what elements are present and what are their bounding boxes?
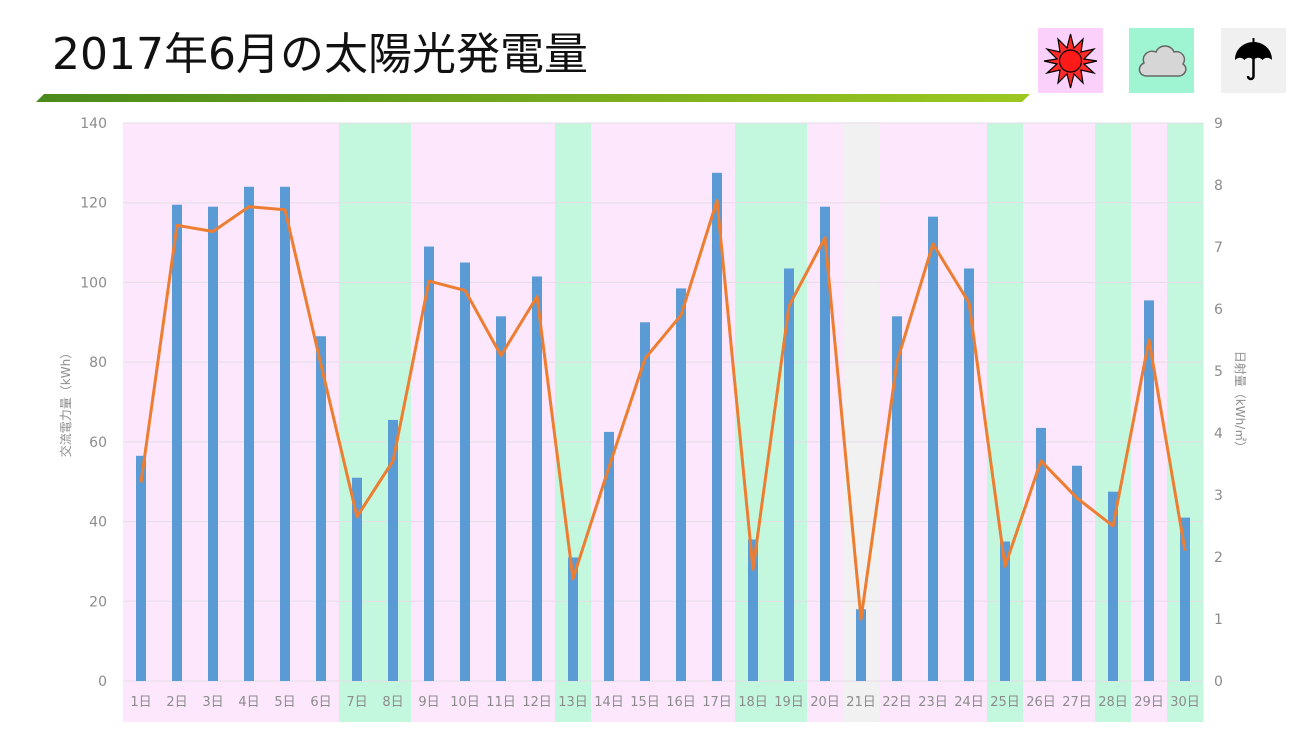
- sun-icon: [1043, 33, 1098, 89]
- x-tick-label: 7日: [346, 695, 367, 710]
- bar-19日: [784, 268, 794, 681]
- bar-17日: [712, 172, 722, 682]
- x-tick-label: 16日: [666, 695, 696, 710]
- x-tick-label: 4日: [238, 695, 259, 710]
- irradiance-line: [139, 199, 1187, 621]
- x-tick-label: 25日: [990, 695, 1020, 710]
- x-tick-label: 3日: [202, 695, 223, 710]
- y2-tick-label: 5: [1214, 364, 1223, 380]
- y-tick-label: 0: [98, 674, 107, 690]
- bar-15日: [640, 322, 650, 681]
- x-tick-label: 2日: [166, 695, 187, 710]
- y2-tick-label: 8: [1214, 178, 1223, 194]
- bar-28日: [1108, 491, 1118, 681]
- bar-25日: [1000, 541, 1010, 681]
- bar-21日: [856, 609, 866, 681]
- x-tick-label: 21日: [846, 695, 876, 710]
- bar-9日: [424, 246, 434, 682]
- x-tick-label: 10日: [450, 695, 480, 710]
- x-tick-label: 1日: [130, 695, 151, 710]
- bar-8日: [388, 419, 398, 681]
- bar-26日: [1036, 427, 1046, 681]
- x-tick-label: 13日: [558, 695, 588, 710]
- x-tick-label: 23日: [918, 695, 948, 710]
- y2-tick-label: 0: [1214, 674, 1223, 690]
- bar-3日: [208, 206, 218, 681]
- legend-rainy: [1221, 28, 1286, 93]
- bar-5日: [280, 186, 290, 681]
- y-tick-label: 40: [89, 515, 107, 531]
- bar-7日: [352, 477, 362, 681]
- x-tick-label: 19日: [774, 695, 804, 710]
- legend-sunny: [1038, 28, 1103, 93]
- bar-29日: [1144, 300, 1154, 681]
- bar-4日: [244, 186, 254, 681]
- x-tick-label: 9日: [418, 695, 439, 710]
- x-tick-label: 5日: [274, 695, 295, 710]
- bar-1日: [136, 455, 146, 681]
- bar-12日: [532, 276, 542, 681]
- bar-6日: [316, 336, 326, 681]
- x-tick-label: 26日: [1026, 695, 1056, 710]
- y2-tick-label: 6: [1214, 302, 1223, 318]
- bar-27日: [1072, 465, 1082, 681]
- x-tick-label: 15日: [630, 695, 660, 710]
- y2-tick-label: 2: [1214, 550, 1223, 566]
- x-tick-label: 14日: [594, 695, 624, 710]
- x-tick-label: 11日: [486, 695, 516, 710]
- bar-2日: [172, 204, 182, 681]
- x-tick-label: 24日: [954, 695, 984, 710]
- x-tick-label: 22日: [882, 695, 912, 710]
- y2-tick-label: 1: [1214, 612, 1223, 628]
- bar-13日: [568, 557, 578, 681]
- bar-22日: [892, 316, 902, 681]
- bar-20日: [820, 206, 830, 681]
- x-tick-label: 30日: [1170, 695, 1200, 710]
- y-tick-label: 120: [80, 196, 107, 212]
- y2-tick-label: 4: [1214, 426, 1223, 442]
- y-axis-label: 交流電力量（kWh）: [58, 347, 73, 457]
- bar-18日: [748, 539, 758, 681]
- x-tick-label: 12日: [522, 695, 552, 710]
- x-tick-label: 8日: [382, 695, 403, 710]
- y-tick-label: 20: [89, 594, 107, 610]
- bar-10日: [460, 262, 470, 681]
- page-title: 2017年6月の太陽光発電量: [52, 29, 588, 80]
- y2-tick-label: 3: [1214, 488, 1223, 504]
- umbrella-icon: [1235, 38, 1272, 81]
- y-tick-label: 80: [89, 355, 107, 371]
- bar-11日: [496, 316, 506, 681]
- y-tick-label: 60: [89, 435, 107, 451]
- y2-tick-label: 7: [1214, 240, 1223, 256]
- x-tick-label: 20日: [810, 695, 840, 710]
- x-tick-label: 27日: [1062, 695, 1092, 710]
- bar-30日: [1180, 517, 1190, 681]
- x-tick-label: 18日: [738, 695, 768, 710]
- title-underline: [36, 94, 1030, 102]
- x-tick-label: 17日: [702, 695, 732, 710]
- cloud-icon: [1138, 45, 1187, 77]
- legend-cloudy: [1129, 28, 1194, 93]
- bar-23日: [928, 216, 938, 681]
- y-tick-label: 100: [80, 275, 107, 291]
- x-tick-label: 6日: [310, 695, 331, 710]
- bar-14日: [604, 431, 614, 681]
- y-tick-label: 140: [80, 116, 107, 132]
- y2-axis-label: 日射量（kWh/㎡）: [1233, 351, 1248, 453]
- bar-16日: [676, 288, 686, 681]
- bar-24日: [964, 268, 974, 681]
- x-tick-label: 29日: [1134, 695, 1164, 710]
- y2-tick-label: 9: [1214, 116, 1223, 132]
- x-tick-label: 28日: [1098, 695, 1128, 710]
